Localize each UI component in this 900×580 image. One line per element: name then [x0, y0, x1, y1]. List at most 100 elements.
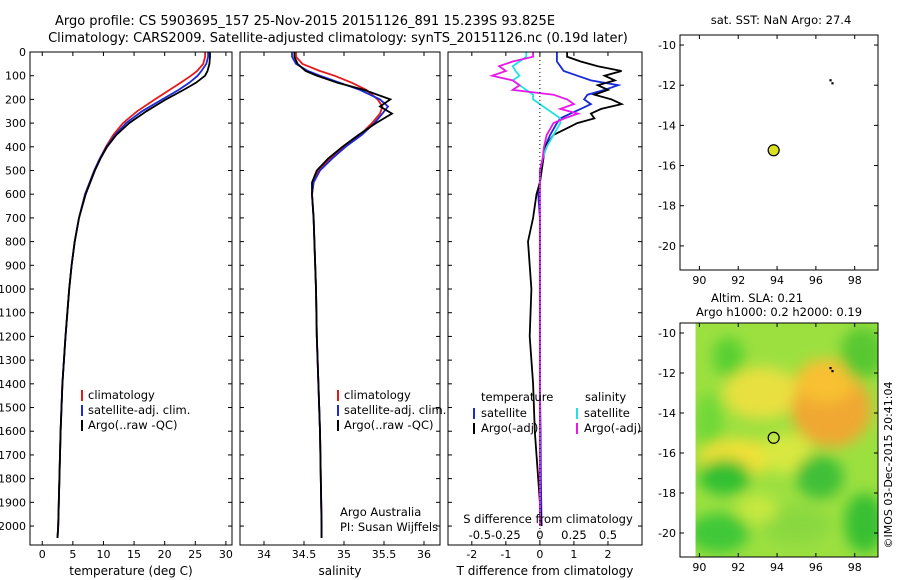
x-tick-label: 98	[848, 274, 862, 287]
header-line-2: Climatology: CARS2009. Satellite-adjuste…	[48, 31, 628, 46]
y-tick-label: 200	[5, 93, 26, 106]
series-group	[291, 52, 394, 538]
legend-entry: climatology	[88, 388, 155, 402]
y-tick-label: -16	[658, 160, 676, 173]
sla-map-panel: 90 92 94 96 98 -10 -12 -14 -16 -18 -20 Altim. SLA: …	[658, 291, 879, 574]
x-axis-label: salinity	[318, 564, 361, 578]
y-tick-label: 800	[5, 236, 26, 249]
series-line	[527, 52, 625, 527]
credit-line: PI: Susan Wijffels	[340, 520, 438, 534]
x-tick-label: 34.5	[292, 548, 317, 561]
track-marker	[829, 367, 832, 370]
sla-blob	[795, 359, 856, 403]
series-group	[56, 52, 211, 538]
track-marker	[829, 79, 832, 82]
x-tick-label: 0	[536, 548, 543, 561]
x-tick-label: 90	[692, 561, 706, 574]
y-tick-label: 500	[5, 165, 26, 178]
x-tick-label: 98	[848, 561, 862, 574]
top-tick-label: 0.25	[561, 528, 587, 542]
y-tick-label: 700	[5, 212, 26, 225]
y-tick-label: 1000	[0, 283, 26, 296]
top-tick-label: -0.25	[491, 528, 521, 542]
top-tick-label: 0	[536, 528, 543, 542]
y-tick-label: -10	[658, 39, 676, 52]
track-marker	[831, 82, 834, 85]
map-frame	[679, 322, 879, 558]
x-tick-label: -2	[466, 548, 477, 561]
y-tick-label: 1500	[0, 402, 26, 415]
legend-header: temperature	[481, 390, 553, 404]
sla-blob	[737, 495, 778, 523]
x-tick-label: 25	[188, 548, 202, 561]
x-tick-label: 96	[809, 274, 823, 287]
sla-blob	[712, 337, 745, 377]
map-frame	[679, 34, 879, 271]
sst-map-panel: 90 92 94 96 98 -10 -12 -14 -16 -18 -20 sat. SST: Na…	[658, 13, 879, 287]
y-tick-label: 1700	[0, 449, 26, 462]
x-tick-label: 20	[158, 548, 172, 561]
sla-blob	[795, 455, 844, 499]
top-tick-label: 0.5	[599, 528, 617, 542]
x-tick-label: 10	[96, 548, 110, 561]
y-tick-label: -14	[658, 119, 676, 132]
top-axis-label: S difference from climatology	[463, 512, 633, 526]
y-tick-label: -10	[658, 327, 676, 340]
y-tick-label: 900	[5, 259, 26, 272]
x-tick-label: 92	[731, 274, 745, 287]
top-tick-label: -0.5	[469, 528, 491, 542]
imos-timestamp: ©IMOS 03-Dec-2015 20:41:04	[882, 382, 895, 549]
y-tick-label: -12	[658, 79, 676, 92]
x-tick-label: 2	[604, 548, 611, 561]
salinity-panel: 34 34.5 35 35.5 36 salinity climatologysatelli…	[239, 51, 446, 578]
y-tick-label: -18	[658, 487, 676, 500]
y-tick-label: 400	[5, 141, 26, 154]
x-tick-label: 15	[127, 548, 141, 561]
legend-entry: satellite	[584, 406, 630, 420]
y-tick-label: 1100	[0, 307, 26, 320]
x-tick-label: 94	[770, 274, 784, 287]
map-title: sat. SST: NaN Argo: 27.4	[711, 13, 852, 27]
map-title-line: Argo h1000: 0.2 h2000: 0.19	[696, 305, 862, 319]
sla-blob	[840, 327, 878, 379]
x-tick-label: 35.5	[372, 548, 397, 561]
x-tick-label: 36	[417, 548, 431, 561]
sla-blob	[698, 459, 751, 495]
legend-header: salinity	[585, 390, 626, 404]
track-marker	[831, 370, 834, 373]
series-line	[56, 52, 210, 538]
y-tick-label: -18	[658, 200, 676, 213]
y-tick-label: -16	[658, 447, 676, 460]
x-tick-label: 35	[337, 548, 351, 561]
y-tick-label: 1900	[0, 496, 26, 509]
sla-blob	[844, 493, 878, 553]
series-line	[488, 52, 582, 526]
legend-entry: Argo(..raw -QC)	[344, 418, 434, 432]
header-line-1: Argo profile: CS 5903695_157 25-Nov-2015…	[55, 14, 555, 29]
sla-blob	[695, 513, 749, 553]
legend-entry: climatology	[344, 388, 411, 402]
y-tick-label: 300	[5, 117, 26, 130]
temperature-panel: 0 5 10 15 20 25 300100200300400500600700800900…	[0, 46, 233, 578]
y-tick-label: -20	[658, 240, 676, 253]
series-line	[56, 52, 211, 538]
y-tick-label: -20	[658, 527, 676, 540]
y-tick-label: -12	[658, 367, 676, 380]
plot-frame	[29, 51, 233, 546]
y-tick-label: 1600	[0, 425, 26, 438]
legend-entry: satellite-adj. clim.	[88, 403, 190, 417]
y-tick-label: 1200	[0, 330, 26, 343]
plot-frame	[239, 51, 441, 546]
x-tick-label: 90	[692, 274, 706, 287]
x-tick-label: 34	[257, 548, 271, 561]
series-line	[56, 52, 207, 538]
series-group	[488, 52, 625, 527]
difference-panel: -2 -1 0 1 2 T difference from climatology temp…	[447, 51, 643, 578]
x-tick-label: 1	[570, 548, 577, 561]
sla-field	[695, 323, 878, 557]
x-tick-label: 5	[69, 548, 76, 561]
x-tick-label: 92	[731, 561, 745, 574]
credit-line: Argo Australia	[340, 505, 421, 519]
y-tick-label: 1300	[0, 354, 26, 367]
